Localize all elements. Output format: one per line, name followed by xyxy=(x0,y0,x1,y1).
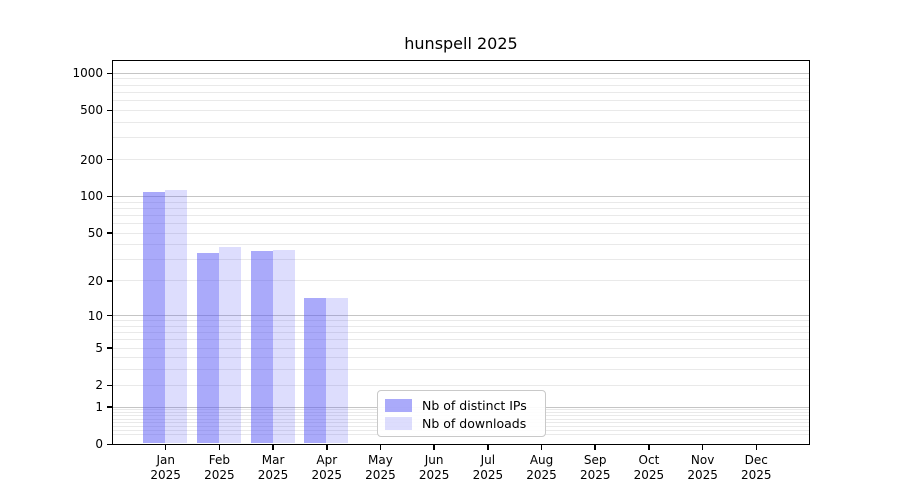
y-tick-label: 1000 xyxy=(72,66,103,81)
chart-title: hunspell 2025 xyxy=(404,34,518,53)
y-tick-label: 100 xyxy=(80,189,103,204)
y-tick-mark xyxy=(107,384,112,387)
x-tick-label: Aug 2025 xyxy=(526,453,557,482)
x-tick-label: Jun 2025 xyxy=(418,453,450,482)
bar-downloads xyxy=(218,247,241,443)
y-tick-label: 500 xyxy=(80,103,103,118)
x-tick-mark xyxy=(594,445,596,450)
gridline-major xyxy=(113,315,809,317)
gridline-minor xyxy=(113,259,809,261)
y-tick-mark xyxy=(107,232,112,234)
x-tick-mark xyxy=(272,445,274,450)
gridline-minor xyxy=(113,332,809,334)
y-tick-mark xyxy=(107,72,112,75)
gridline-minor xyxy=(113,109,809,111)
legend-label-distinct-ips: Nb of distinct IPs xyxy=(422,397,527,413)
legend-item-distinct-ips: Nb of distinct IPs xyxy=(385,396,539,414)
x-tick-mark xyxy=(164,445,167,450)
x-tick-label: Dec 2025 xyxy=(741,453,772,482)
gridline-minor xyxy=(113,159,809,160)
gridline-minor xyxy=(113,137,809,139)
gridline-minor xyxy=(113,347,809,349)
gridline-minor xyxy=(113,339,809,341)
y-tick-label: 2 xyxy=(95,378,103,393)
x-tick-label: Nov 2025 xyxy=(687,453,718,482)
gridline-minor xyxy=(113,369,809,371)
bar-downloads xyxy=(272,249,295,443)
y-tick-mark xyxy=(107,158,112,161)
legend-swatch-distinct-ips xyxy=(385,398,412,412)
y-tick-mark xyxy=(107,280,112,282)
x-tick-mark xyxy=(433,445,435,450)
gridline-minor xyxy=(113,84,809,86)
y-tick-mark xyxy=(107,347,112,349)
gridline-minor xyxy=(113,244,809,246)
y-tick-label: 0 xyxy=(95,437,103,452)
gridline-minor xyxy=(113,357,809,359)
x-tick-mark xyxy=(648,445,650,450)
y-tick-label: 1 xyxy=(95,400,103,415)
legend: Nb of distinct IPs Nb of downloads xyxy=(377,390,546,437)
y-tick-mark xyxy=(107,109,112,112)
gridline-minor xyxy=(113,384,809,386)
x-tick-label: Oct 2025 xyxy=(633,453,665,482)
y-tick-label: 5 xyxy=(95,341,103,356)
x-tick-label: May 2025 xyxy=(365,453,396,482)
bar-downloads xyxy=(165,190,188,443)
legend-item-downloads: Nb of downloads xyxy=(385,414,539,432)
y-tick-label: 50 xyxy=(87,226,103,241)
x-tick-mark xyxy=(326,445,328,450)
x-tick-label: Apr 2025 xyxy=(311,453,343,482)
bar-distinct-ips xyxy=(250,251,273,443)
legend-label-downloads: Nb of downloads xyxy=(422,415,527,431)
gridline-major xyxy=(113,195,809,197)
x-tick-mark xyxy=(379,445,382,450)
gridline-minor xyxy=(113,207,809,209)
y-tick-label: 200 xyxy=(80,152,103,167)
x-tick-mark xyxy=(755,445,758,450)
gridline-major xyxy=(113,72,809,74)
x-tick-mark xyxy=(540,445,543,450)
y-tick-label: 10 xyxy=(87,308,103,323)
bar-downloads xyxy=(326,298,349,443)
gridline-minor xyxy=(113,201,809,203)
legend-swatch-downloads xyxy=(385,416,412,430)
plot-area xyxy=(112,60,810,445)
x-tick-label: Sep 2025 xyxy=(579,453,611,482)
gridline-minor xyxy=(113,91,809,93)
y-tick-mark xyxy=(107,314,112,317)
y-tick-mark xyxy=(107,443,112,446)
x-tick-label: Feb 2025 xyxy=(204,453,235,482)
gridline-minor xyxy=(113,121,809,123)
gridline-minor xyxy=(113,325,809,327)
gridline-minor xyxy=(113,280,809,282)
y-tick-label: 20 xyxy=(87,273,103,288)
gridline-minor xyxy=(113,320,809,322)
gridline-minor xyxy=(113,214,809,216)
bar-distinct-ips xyxy=(304,298,327,443)
gridline-minor xyxy=(113,232,809,234)
x-tick-label: Mar 2025 xyxy=(257,453,289,482)
bar-distinct-ips xyxy=(196,252,219,443)
x-tick-mark xyxy=(218,445,221,450)
bar-distinct-ips xyxy=(143,192,166,443)
y-tick-mark xyxy=(107,195,112,198)
x-tick-mark xyxy=(701,445,704,450)
x-tick-label: Jan 2025 xyxy=(150,453,181,482)
gridline-minor xyxy=(113,100,809,102)
x-tick-mark xyxy=(487,445,489,450)
gridline-minor xyxy=(113,78,809,80)
x-tick-label: Jul 2025 xyxy=(472,453,504,482)
gridline-minor xyxy=(113,223,809,225)
y-tick-mark xyxy=(107,406,112,408)
